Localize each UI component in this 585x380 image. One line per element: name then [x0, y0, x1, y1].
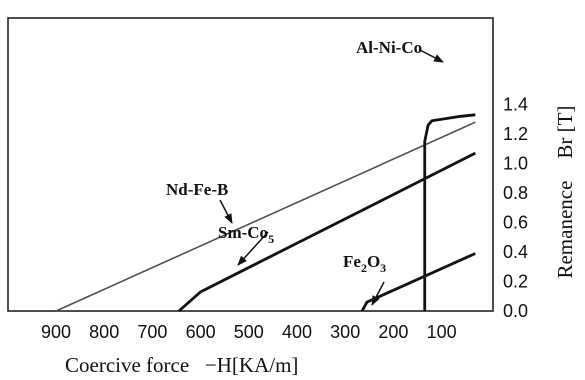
y-tick-label: 0.8: [503, 183, 528, 203]
y-tick-label: 1.4: [503, 95, 528, 115]
x-tick-label: 200: [378, 322, 408, 342]
series-line-al-ni-co: [423, 113, 476, 311]
x-axis-tick-labels: 900 800 700 600 500 400 300 200 100: [41, 322, 457, 342]
x-tick-label: 700: [137, 322, 167, 342]
series-label-sm-co5: Sm-Co5: [218, 223, 274, 246]
arrow-sm-co5: [237, 231, 269, 266]
x-tick-label: 600: [186, 322, 216, 342]
x-tick-label: 900: [41, 322, 71, 342]
x-tick-label: 400: [282, 322, 312, 342]
y-tick-label: 0.6: [503, 213, 528, 233]
series-line-nd-fe-b: [55, 121, 476, 312]
y-tick-label: 0.4: [503, 242, 528, 262]
series-label-fe2o3: Fe2O3: [343, 252, 386, 275]
x-tick-label: 800: [89, 322, 119, 342]
y-tick-label: 1.2: [503, 124, 528, 144]
x-tick-label: 100: [427, 322, 457, 342]
x-tick-label: 300: [330, 322, 360, 342]
x-axis-label: Coercive force −H[KA/m]: [65, 353, 298, 377]
y-tick-label: 1.0: [503, 154, 528, 174]
series-lines: [55, 113, 476, 313]
y-axis-label: RemanenceBr [T]: [553, 105, 577, 278]
x-tick-label: 500: [234, 322, 264, 342]
series-line-fe2o3: [360, 252, 476, 312]
series-line-sm-co5: [177, 151, 476, 313]
arrow-fe2o3: [371, 281, 385, 306]
arrow-nd-fe-b: [219, 199, 233, 224]
arrow-al-ni-co: [419, 49, 444, 63]
series-label-al-ni-co: Al-Ni-Co: [356, 38, 422, 57]
series-label-nd-fe-b: Nd-Fe-B: [166, 180, 228, 199]
y-tick-label: 0.0: [503, 301, 528, 321]
y-tick-label: 0.2: [503, 272, 528, 292]
y-axis-tick-labels: 0.0 0.2 0.4 0.6 0.8 1.0 1.2 1.4: [503, 95, 528, 322]
plot-frame: [7, 17, 494, 312]
